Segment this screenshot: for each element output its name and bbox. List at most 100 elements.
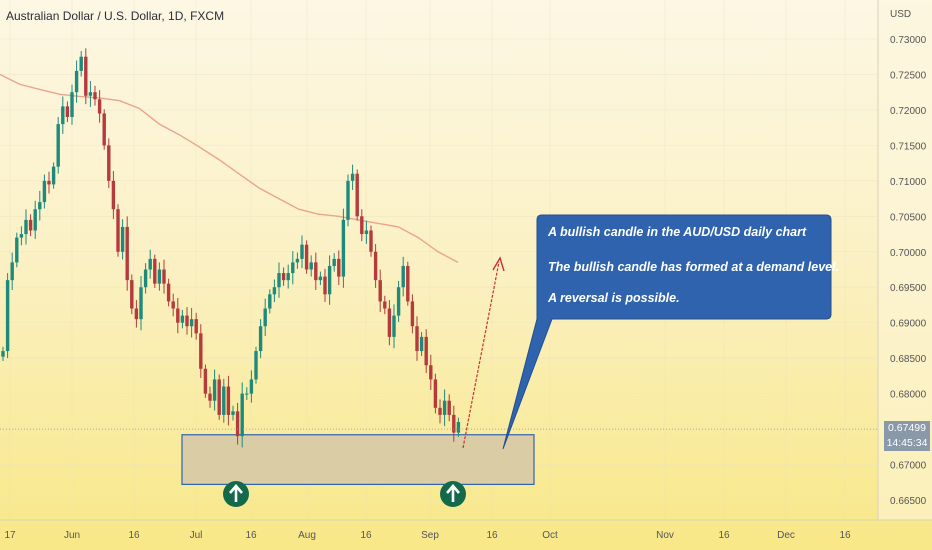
- x-tick-label: Aug: [298, 530, 316, 541]
- x-tick-label: 16: [839, 530, 851, 541]
- candle-body: [61, 106, 65, 125]
- candle-body: [176, 308, 180, 323]
- candle-body: [263, 308, 267, 327]
- candle-body: [162, 269, 166, 284]
- current-price-tag: 0.67499: [884, 421, 930, 437]
- candle-body: [47, 180, 51, 185]
- candle-body: [157, 269, 162, 284]
- candle-body: [268, 294, 272, 309]
- moving-average-line: [0, 73, 459, 264]
- candle-body: [378, 280, 382, 302]
- candle-body: [355, 173, 359, 217]
- candle-body: [254, 351, 258, 380]
- candle-body: [401, 265, 405, 288]
- x-tick-label: Jul: [190, 530, 203, 541]
- candle-body: [346, 180, 350, 220]
- candle-body: [148, 258, 152, 270]
- y-tick-label: 0.69500: [890, 283, 927, 294]
- callout-line-3: A reversal is possible.: [548, 291, 680, 305]
- candle-body: [84, 56, 88, 96]
- candle-body: [387, 308, 392, 337]
- candle-body: [208, 393, 212, 401]
- candle-body: [304, 244, 309, 270]
- candle-body: [277, 273, 281, 288]
- candle-body: [447, 400, 451, 415]
- candle-body: [226, 386, 231, 415]
- y-tick-label: 0.72000: [890, 106, 927, 117]
- candle-body: [185, 315, 189, 327]
- candle-body: [93, 92, 97, 100]
- candle-body: [291, 262, 295, 274]
- candle-body: [130, 280, 134, 309]
- candle-body: [5, 280, 10, 352]
- candle-body: [33, 209, 37, 231]
- candle-body: [180, 315, 185, 323]
- candle-body: [309, 262, 313, 270]
- candle-body: [19, 234, 24, 238]
- callout-box: [502, 214, 832, 450]
- candle-body: [314, 262, 318, 281]
- candle-body: [419, 336, 424, 352]
- candle-body: [438, 407, 442, 415]
- candle-body: [107, 145, 111, 181]
- candle-body: [70, 92, 74, 118]
- x-tick-label: Nov: [656, 530, 674, 541]
- candle-body: [235, 411, 240, 437]
- reversal-arrow: [462, 256, 505, 449]
- candle-body: [396, 287, 401, 316]
- x-tick-label: Sep: [421, 530, 439, 541]
- candle-body: [134, 308, 139, 320]
- candle-body: [286, 273, 290, 281]
- time-axis: 17 Jun 16 Jul 16 Aug 16 Sep 16 Oct Nov 16 Dec 16: [0, 519, 932, 541]
- candle-body: [364, 230, 369, 235]
- candle-body: [171, 301, 175, 309]
- candle-body: [369, 230, 373, 252]
- x-tick-label: Jun: [64, 530, 80, 541]
- candle-body: [240, 393, 244, 437]
- y-tick-label: 0.72500: [890, 70, 927, 81]
- candle-body: [392, 315, 396, 337]
- candle-body: [120, 226, 125, 252]
- candle-body: [74, 70, 79, 93]
- candle-body: [194, 319, 198, 334]
- candle-body: [65, 106, 70, 118]
- candle-body: [153, 258, 157, 284]
- candle-body: [125, 226, 129, 281]
- candle-body: [1, 351, 5, 357]
- candle-body: [456, 421, 461, 433]
- candle-body: [217, 379, 221, 415]
- candle-body: [327, 265, 332, 295]
- candle-body: [143, 269, 148, 288]
- y-tick-label: 0.70000: [890, 248, 927, 259]
- candle-body: [295, 258, 300, 263]
- candle-body: [203, 368, 208, 394]
- candle-body: [28, 219, 33, 231]
- candle-body: [429, 365, 433, 380]
- candle-body: [15, 237, 19, 263]
- candle-body: [373, 251, 378, 281]
- candle-body: [424, 336, 428, 366]
- candle-body: [166, 283, 171, 302]
- x-tick-label: 16: [245, 530, 257, 541]
- candle-body: [102, 113, 106, 146]
- x-tick-label: Oct: [542, 530, 558, 541]
- up-arrow-icon: [223, 481, 249, 507]
- x-tick-label: 16: [360, 530, 372, 541]
- candle-countdown: 14:45:34: [884, 436, 930, 452]
- candle-body: [222, 386, 226, 415]
- candle-body: [42, 180, 47, 203]
- candle-body: [24, 219, 28, 235]
- candle-body: [245, 393, 249, 395]
- candle-body: [383, 301, 387, 309]
- candle-body: [442, 400, 447, 415]
- candle-body: [433, 379, 438, 408]
- candle-body: [249, 379, 254, 394]
- callout-line-1: A bullish candle in the AUD/USD daily ch…: [548, 225, 807, 239]
- candle-body: [318, 276, 323, 281]
- candle-body: [97, 99, 102, 114]
- candle-body: [337, 258, 341, 277]
- y-tick-label: 0.68500: [890, 354, 927, 365]
- candle-body: [111, 180, 116, 210]
- y-tick-label: 0.66500: [890, 496, 927, 507]
